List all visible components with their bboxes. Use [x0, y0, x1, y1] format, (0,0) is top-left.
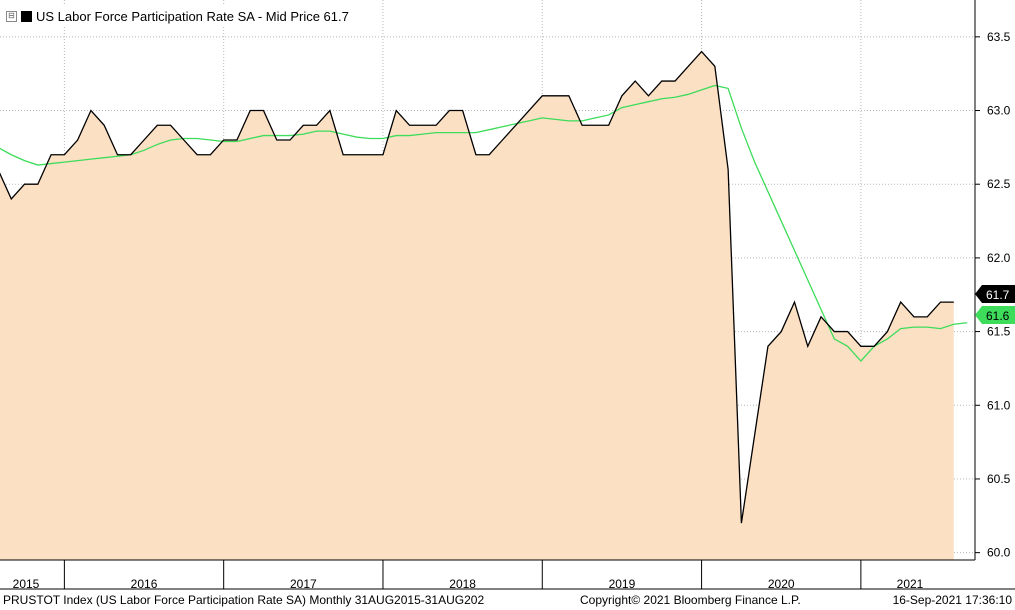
y-tick-label: 62.5 [987, 177, 1011, 191]
legend-swatch [21, 10, 32, 22]
x-year-label: 2019 [609, 577, 636, 591]
area-fill [0, 51, 954, 560]
x-year-label: 2018 [449, 577, 476, 591]
legend: ⊟ US Labor Force Participation Rate SA -… [2, 6, 355, 26]
last-value-label: 61.7 [986, 288, 1010, 302]
last-value-bg [975, 285, 1015, 303]
x-year-label: 2015 [13, 577, 40, 591]
last-value-tag: 61.6 [975, 306, 1015, 324]
y-tick-label: 63.0 [987, 104, 1011, 118]
last-value-tags: 61.7 61.6 [975, 285, 1015, 324]
moving-average-line [0, 84, 968, 363]
x-year-label: 2016 [131, 577, 158, 591]
y-tick-label: 60.5 [987, 472, 1011, 486]
legend-toggle-icon[interactable]: ⊟ [6, 10, 17, 22]
footer-ticker-info: PRUSTOT Index (US Labor Force Participat… [3, 593, 485, 607]
last-value-tag: 61.7 [975, 285, 1015, 303]
y-axis-ticks: 60.0 60.5 61.0 61.5 62.0 62.5 63.0 63.5 [975, 30, 1011, 560]
y-tick-label: 61.5 [987, 325, 1011, 339]
axes [0, 0, 1015, 590]
y-tick-label: 60.0 [987, 546, 1011, 560]
legend-label: US Labor Force Participation Rate SA - M… [36, 8, 349, 24]
footer-copyright: Copyright© 2021 Bloomberg Finance L.P. [580, 593, 801, 607]
x-year-label: 2021 [897, 577, 924, 591]
x-year-label: 2020 [768, 577, 795, 591]
x-axis-years: 2015 2016 2017 2018 2019 2020 2021 [13, 560, 924, 591]
y-tick-label: 62.0 [987, 251, 1011, 265]
footer-timestamp: 16-Sep-2021 17:36:10 [892, 593, 1012, 607]
y-tick-label: 63.5 [987, 30, 1011, 44]
x-year-label: 2017 [290, 577, 317, 591]
participation-rate-line [0, 50, 954, 524]
y-tick-label: 61.0 [987, 398, 1011, 412]
last-value-label: 61.6 [986, 309, 1010, 323]
last-value-bg [975, 306, 1015, 324]
